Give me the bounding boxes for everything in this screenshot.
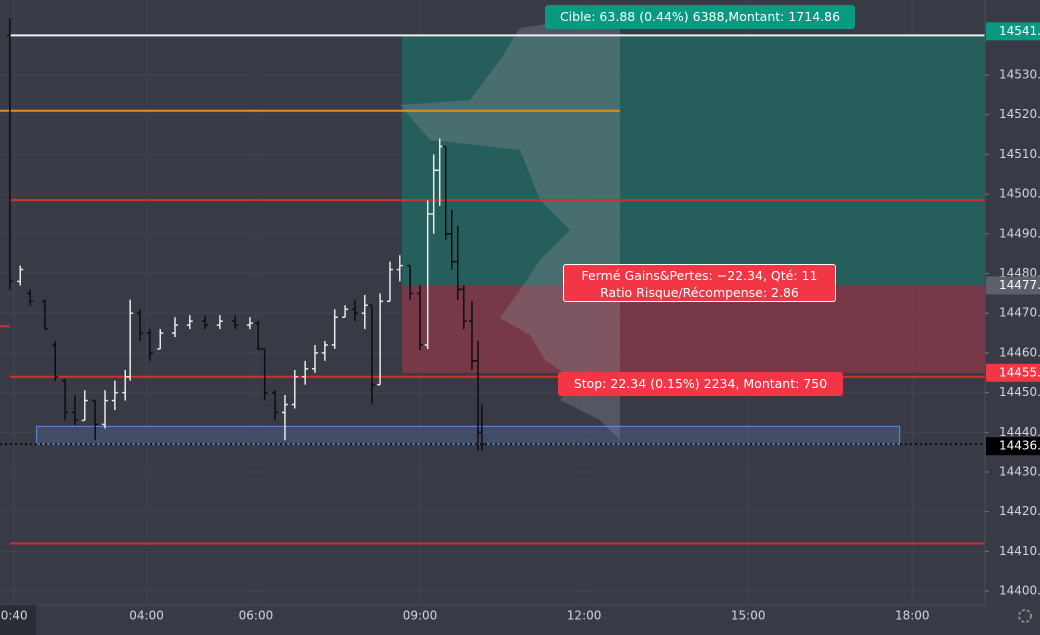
price-label: 14436. [999, 439, 1040, 453]
x-tick-label: 18:00 [895, 609, 930, 623]
x-tick-label: 0:40 [1, 609, 28, 623]
target-label: Cible: 63.88 (0.44%) 6388,Montant: 1714.… [545, 5, 855, 29]
y-tick-label: 14500. [999, 187, 1040, 201]
y-tick-label: 14470. [999, 306, 1040, 320]
y-tick-label: 14400. [999, 584, 1040, 598]
ratio-text: Ratio Risque/Récompense: 2.86 [600, 285, 799, 300]
price-label: 14541. [999, 24, 1040, 38]
price-label: 14455. [999, 365, 1040, 379]
y-tick-label: 14440. [999, 425, 1040, 439]
y-tick-label: 14450. [999, 385, 1040, 399]
y-tick-label: 14420. [999, 504, 1040, 518]
closed-label: Fermé Gains&Pertes: −22.34, Qté: 11 Rati… [563, 264, 836, 302]
y-tick-label: 14430. [999, 465, 1040, 479]
stop-label: Stop: 22.34 (0.15%) 2234, Montant: 750 [558, 372, 843, 396]
zone [36, 425, 901, 445]
x-tick-label: 15:00 [731, 609, 766, 623]
y-tick-label: 14520. [999, 107, 1040, 121]
closed-text: Fermé Gains&Pertes: −22.34, Qté: 11 [581, 268, 818, 283]
y-tick-label: 14410. [999, 544, 1040, 558]
x-tick-label: 04:00 [129, 609, 164, 623]
profit-zone [401, 35, 986, 286]
y-tick-label: 14460. [999, 345, 1040, 359]
y-tick-label: 14530. [999, 68, 1040, 82]
price-label: 14477. [999, 278, 1040, 292]
settings-icon[interactable] [1018, 609, 1032, 623]
y-tick-label: 14510. [999, 147, 1040, 161]
y-tick-label: 14490. [999, 226, 1040, 240]
x-tick-label: 09:00 [403, 609, 438, 623]
price-label-bg [986, 437, 1040, 456]
price-label-bg [986, 276, 1040, 295]
volume-profile [400, 20, 620, 440]
time-label-bg [0, 605, 36, 635]
x-tick-label: 12:00 [567, 609, 602, 623]
price-label-bg [986, 363, 1040, 382]
x-tick-label: 06:00 [239, 609, 274, 623]
price-label-bg [986, 22, 1040, 41]
